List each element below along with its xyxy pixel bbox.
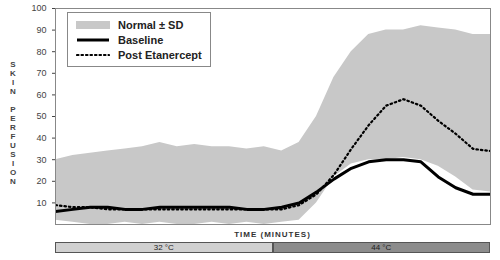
- svg-text:50: 50: [36, 111, 46, 121]
- svg-text:70: 70: [36, 68, 46, 78]
- html-text:Baseline: Baseline: [118, 33, 164, 46]
- html-text:E: E: [10, 114, 16, 123]
- svg-text:90: 90: [36, 25, 46, 35]
- html-text:I: I: [11, 159, 15, 168]
- svg-text:20: 20: [36, 176, 46, 186]
- svg-text:100: 100: [31, 3, 46, 13]
- html-text:I: I: [11, 78, 15, 87]
- html-text:N: N: [10, 177, 16, 186]
- html-text:K: K: [10, 69, 16, 78]
- html-text:O: O: [9, 168, 17, 177]
- html-text:S: S: [10, 60, 16, 69]
- html-text:U: U: [10, 141, 16, 150]
- html-text:Normal ± SD: Normal ± SD: [118, 18, 184, 31]
- html-text:R: R: [10, 123, 16, 132]
- html-text:44 °C: 44 °C: [371, 243, 392, 252]
- html-text:Post Etanercept: Post Etanercept: [118, 48, 202, 61]
- svg-text:40: 40: [36, 133, 46, 143]
- svg-text:30: 30: [36, 155, 46, 165]
- html-text:S: S: [10, 150, 16, 159]
- svg-text:80: 80: [36, 47, 46, 57]
- html-text:P: P: [10, 105, 16, 114]
- html-text:32 °C: 32 °C: [153, 243, 174, 252]
- svg-text:60: 60: [36, 90, 46, 100]
- svg-text:10: 10: [36, 198, 46, 208]
- html-text:TIME (MINUTES): TIME (MINUTES): [234, 230, 311, 239]
- html-text:N: N: [10, 87, 16, 96]
- html-text:F: F: [10, 132, 16, 141]
